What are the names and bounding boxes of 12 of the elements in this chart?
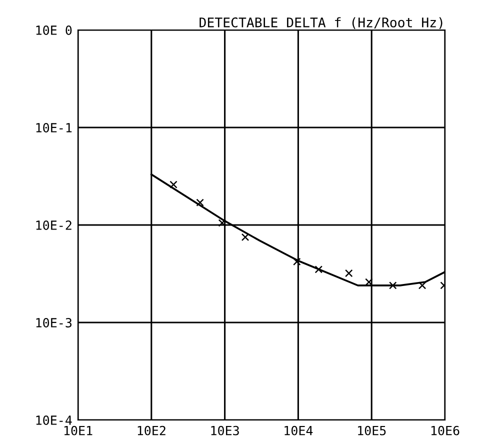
x-tick-label: 10E1: [64, 426, 92, 436]
x-tick-label: 10E2: [138, 426, 166, 436]
y-tick-label: 10E-3: [36, 318, 72, 328]
x-tick-label: 10E6: [431, 426, 460, 436]
y-tick-label: 10E-1: [36, 123, 72, 132]
x-tick-label: 10E4: [284, 426, 313, 436]
x-tick-label: 10E3: [211, 426, 239, 436]
y-tick-label: 10E 0: [36, 26, 72, 35]
y-tick-label: 10E-4: [36, 416, 72, 425]
x-tick-label: 10E5: [358, 426, 386, 436]
y-tick-label: 10E-2: [36, 220, 72, 230]
chart-title: DETECTABLE DELTA f (Hz/Root Hz): [200, 17, 442, 29]
